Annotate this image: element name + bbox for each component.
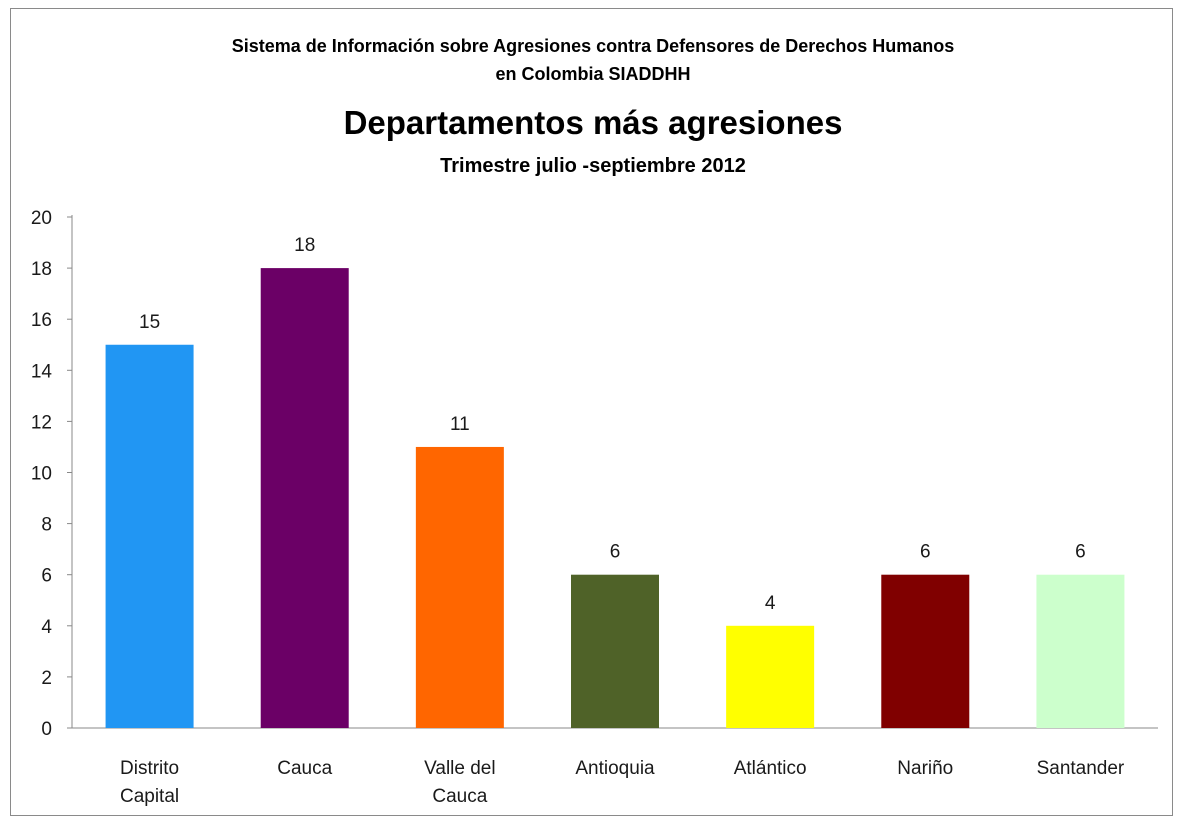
x-tick-label: Nariño	[897, 758, 953, 779]
x-tick-label-line: Nariño	[897, 758, 953, 779]
x-tick-label: Cauca	[277, 758, 332, 779]
y-tick-label: 2	[41, 668, 52, 689]
x-tick-label-line: Santander	[1037, 758, 1125, 779]
x-tick-label-line: Valle del	[424, 758, 495, 779]
x-tick-label-line: Capital	[120, 786, 179, 807]
value-labels: 15 18 11 6 4 6 6	[139, 235, 1086, 614]
x-tick-label-line: Atlántico	[734, 758, 807, 779]
x-tick-label: Valle del Cauca	[424, 758, 495, 807]
y-tick-label: 10	[31, 464, 52, 485]
data-label: 15	[139, 312, 160, 333]
bar	[105, 344, 194, 728]
x-tick-label: Santander	[1037, 758, 1125, 779]
bar	[881, 574, 970, 728]
y-tick-label: 6	[41, 566, 52, 587]
data-label: 4	[765, 593, 776, 614]
x-tick-label: Antioquia	[575, 758, 655, 779]
bars	[105, 268, 1125, 728]
x-tick-label: Distrito Capital	[120, 758, 179, 807]
chart-title: Departamentos más agresiones	[343, 104, 843, 141]
x-tick-label-line: Cauca	[277, 758, 332, 779]
x-axis-labels: Distrito Capital Cauca Valle del Cauca Antioq…	[120, 758, 1125, 807]
data-label: 6	[610, 542, 621, 563]
bar	[571, 574, 659, 728]
y-tick-label: 4	[41, 617, 52, 638]
data-label: 6	[920, 542, 931, 563]
bar	[1036, 574, 1125, 728]
bar	[415, 446, 504, 728]
data-label: 18	[294, 235, 315, 256]
y-tick-label: 8	[41, 515, 52, 536]
bar	[260, 268, 349, 728]
chart-subtitle: Trimestre julio -septiembre 2012	[440, 155, 746, 177]
y-tick-label: 14	[31, 361, 53, 382]
y-tick-label: 0	[41, 719, 52, 740]
x-tick-label-line: Distrito	[120, 758, 179, 779]
chart-header-line-1: Sistema de Información sobre Agresiones …	[231, 36, 955, 56]
x-tick-label: Atlántico	[734, 758, 807, 779]
y-tick-label: 20	[31, 208, 52, 229]
chart-header-line-2: en Colombia SIADDHH	[495, 64, 691, 84]
x-tick-label-line: Cauca	[432, 786, 487, 807]
y-tick-label: 16	[31, 310, 52, 331]
x-tick-label-line: Antioquia	[575, 758, 655, 779]
data-label: 6	[1075, 542, 1086, 563]
y-tick-label: 18	[31, 259, 52, 280]
data-label: 11	[450, 414, 470, 435]
bar	[726, 625, 815, 728]
y-tick-label: 12	[31, 412, 52, 433]
